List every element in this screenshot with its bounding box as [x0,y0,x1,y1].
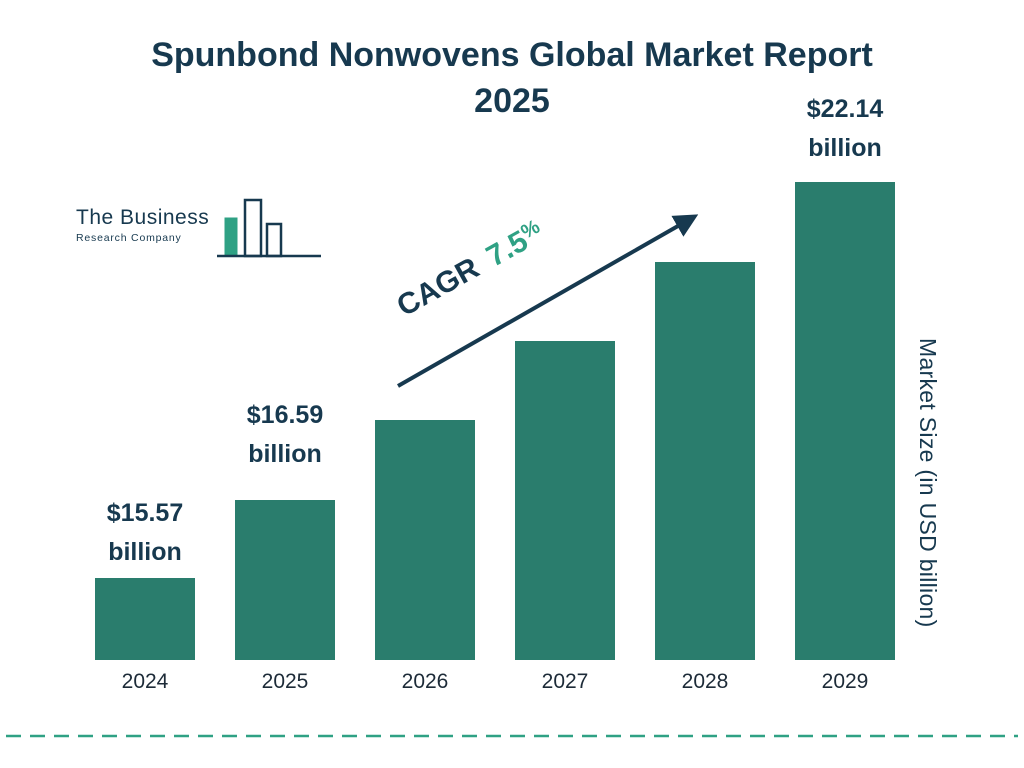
bar-slot-2026: 2026 [355,420,495,704]
x-axis-label-2024: 2024 [121,670,169,693]
bar-slot-2025: 2025 [215,500,355,704]
bar-2029 [795,182,895,660]
value-label-2029-unit: billion [808,134,882,162]
bar-slot-2029: 2029 [775,182,915,704]
company-logo: The Business Research Company [76,198,325,262]
value-label-2029: $22.14 billion [775,90,915,168]
x-axis-label-2027: 2027 [541,670,589,693]
value-label-2024-unit: billion [108,538,182,566]
value-label-2029-amount: $22.14 [806,95,884,123]
bar-2025 [235,500,335,660]
bar-2024 [95,578,195,660]
value-label-2025-unit: billion [248,440,322,468]
page-title-line1: Spunbond Nonwovens Global Market Report [151,36,873,74]
logo-name-line1: The Business [76,206,210,229]
y-axis-title: Market Size (in USD billion) [915,338,941,628]
bar-2026 [375,420,475,660]
page-title-line2: 2025 [474,82,550,120]
x-axis-label-2025: 2025 [261,670,309,693]
logo-name-line2: Research Company [76,232,182,244]
bar-slot-2028: 2028 [635,262,775,704]
value-label-2024: $15.57 billion [75,494,215,572]
bar-chart-logo-icon [217,198,322,258]
value-label-2025-amount: $16.59 [246,401,324,429]
x-axis-label-2029: 2029 [821,670,869,693]
x-axis-label-2028: 2028 [681,670,729,693]
bar-slot-2027: 2027 [495,341,635,704]
bar-slot-2024: 2024 [75,578,215,704]
page-title: Spunbond Nonwovens Global Market Report … [0,32,1024,124]
bar-2028 [655,262,755,660]
bar-2027 [515,341,615,660]
bar-chart: 2024 2025 2026 2027 2028 2029 [75,182,915,704]
x-axis-label-2026: 2026 [401,670,449,693]
value-label-2025: $16.59 billion [215,396,355,474]
company-logo-text: The Business Research Company [76,198,209,244]
value-label-2024-amount: $15.57 [106,499,184,527]
